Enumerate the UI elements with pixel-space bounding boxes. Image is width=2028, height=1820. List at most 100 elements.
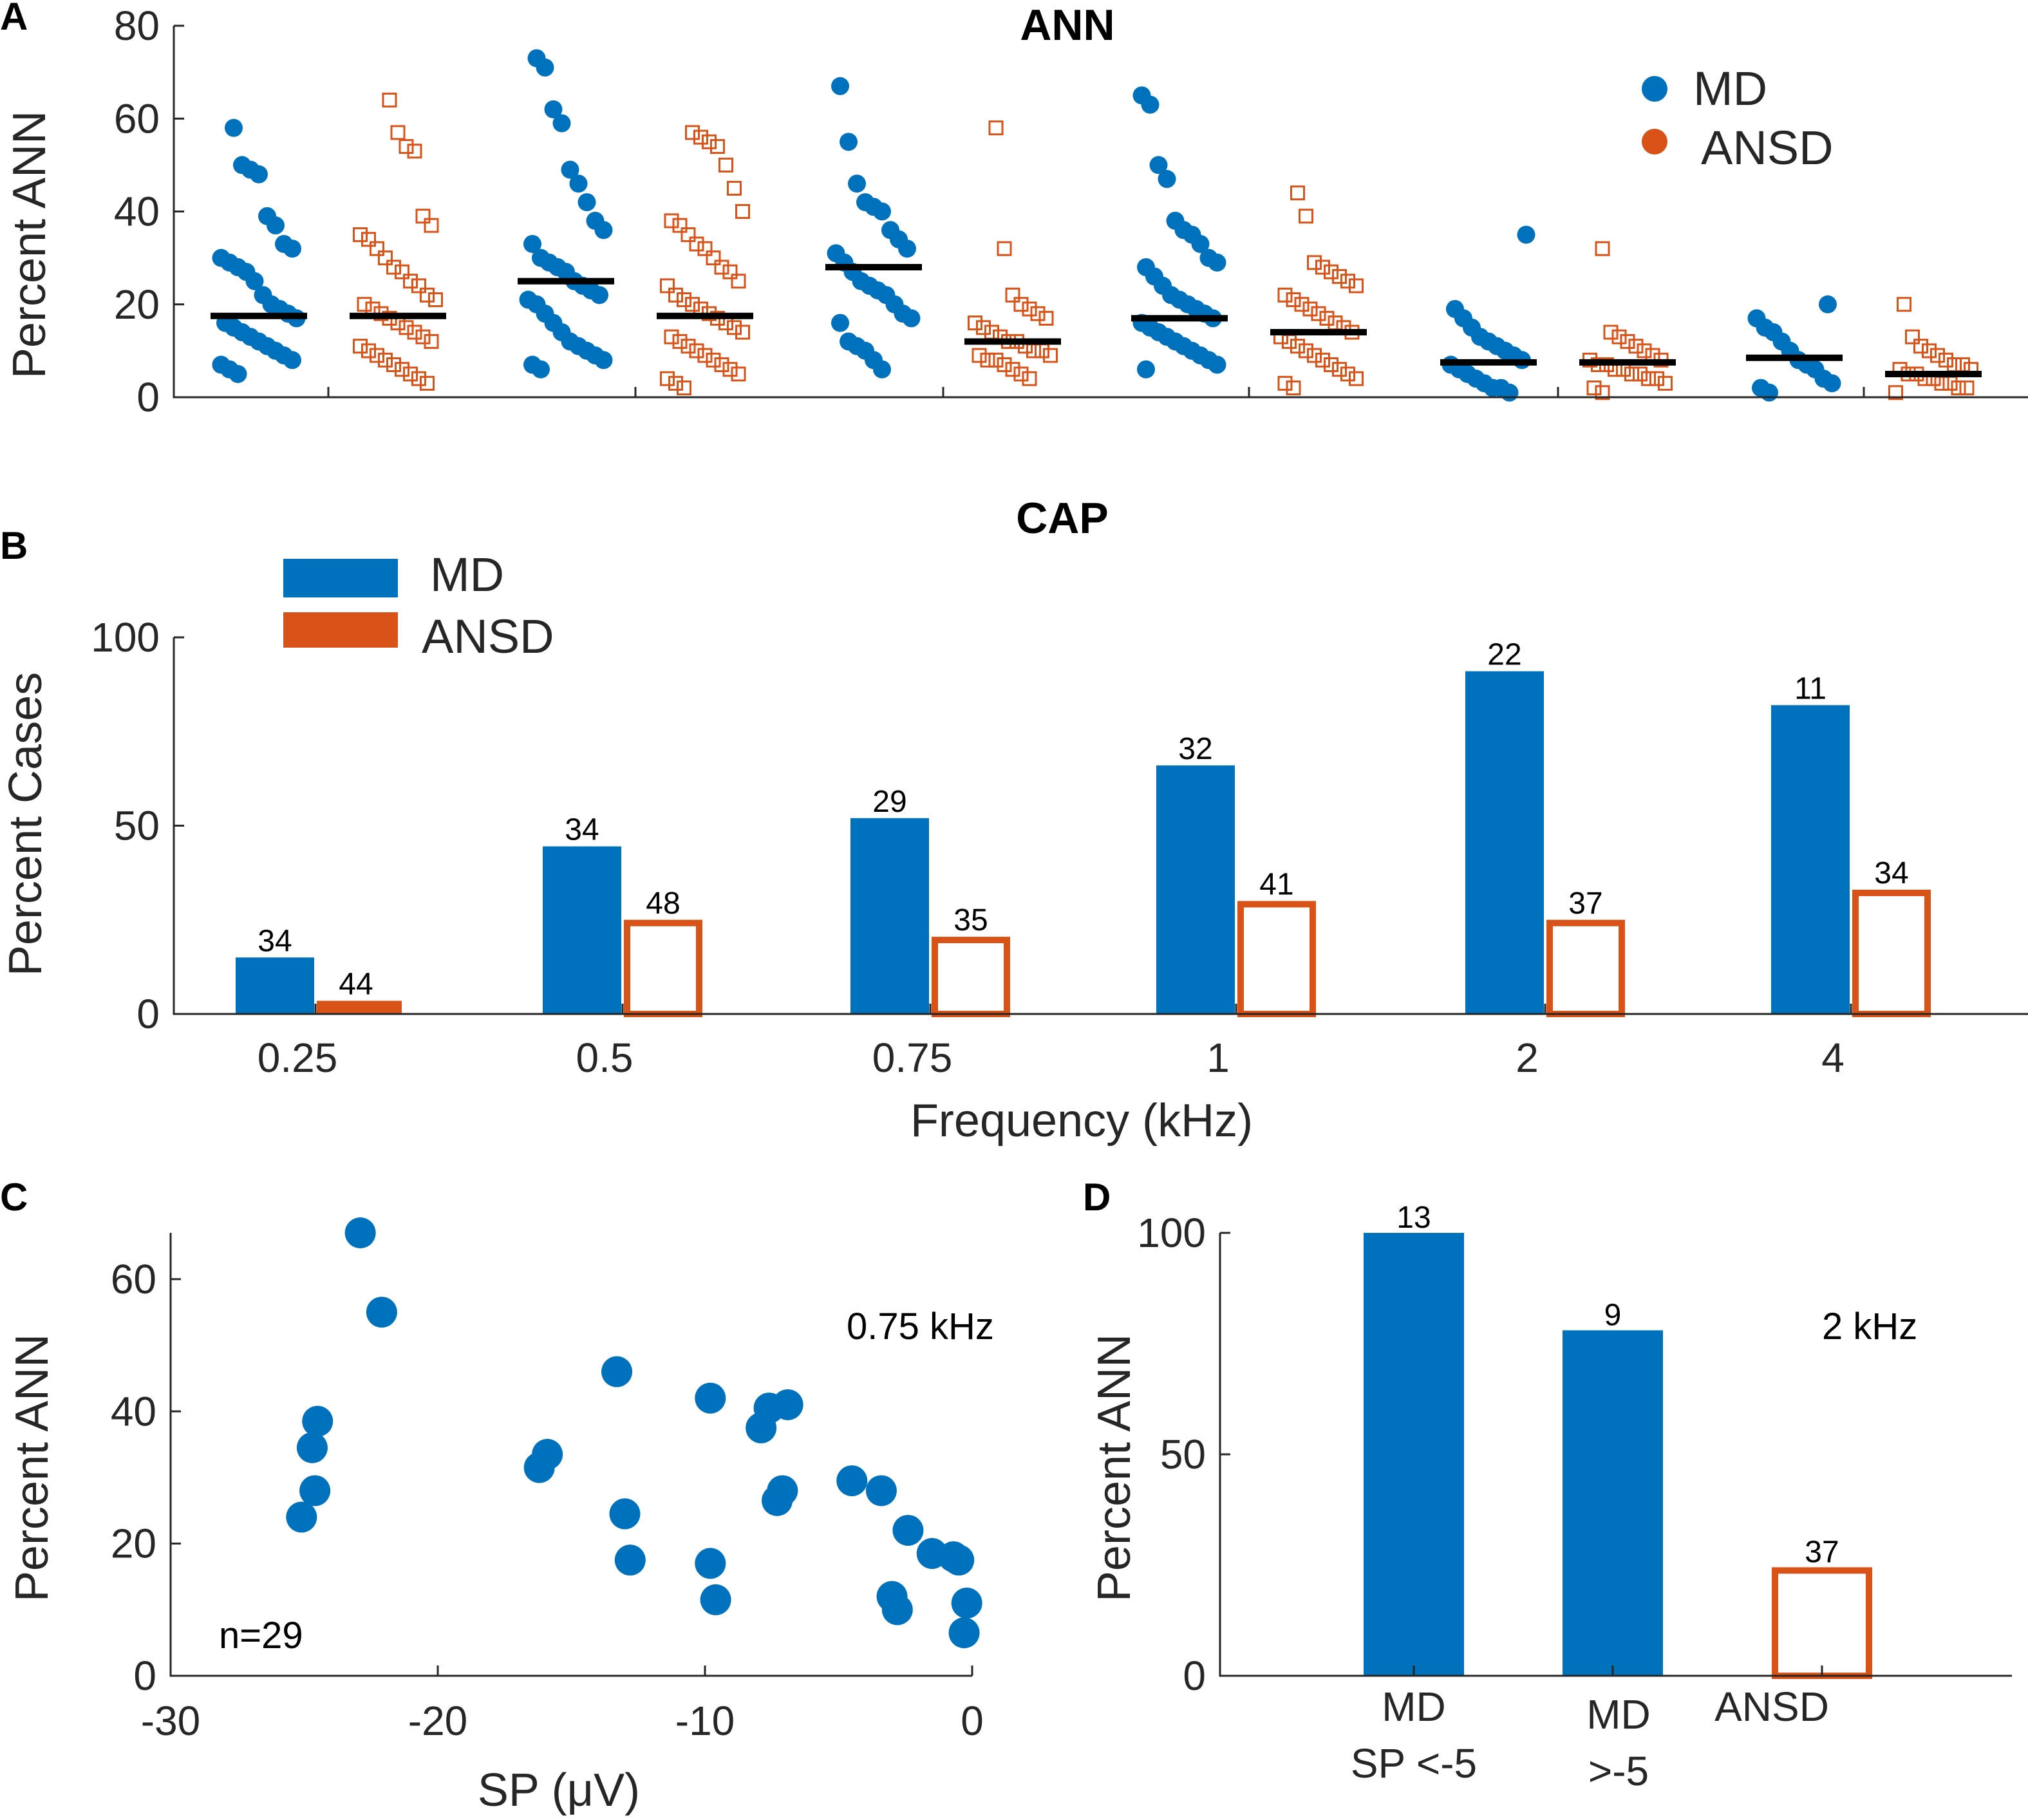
panel-a-md-point: [1819, 295, 1837, 314]
panel-a-ansd-point: [672, 333, 688, 349]
panel-a-legend: MD ANSD: [1642, 62, 1834, 174]
panel-letter-b: B: [0, 524, 28, 567]
legend-md-label: MD: [1693, 62, 1767, 115]
panel-c-point: [695, 1382, 726, 1414]
panel-a-md-point: [873, 360, 891, 379]
panel-d-xtick-label: MD: [1586, 1691, 1651, 1738]
panel-c-point: [767, 1475, 798, 1506]
panel-a-ansd-point: [1286, 380, 1301, 396]
panel-a-ansd-point: [727, 180, 742, 196]
legend-ansd-label: ANSD: [1701, 121, 1834, 174]
panel-c-point: [951, 1588, 982, 1619]
panel-c-frequency-note: 0.75 kHz: [847, 1306, 994, 1347]
panel-a-ytick-label: 20: [114, 281, 160, 328]
panel-c-point: [286, 1501, 317, 1533]
panel-a-ansd-point: [968, 315, 982, 331]
panel-a-ansd-point: [370, 348, 384, 363]
panel-a-ansd-point: [1328, 315, 1343, 331]
panel-a-md-point: [1149, 156, 1168, 174]
panel-a-ansd-point: [395, 362, 409, 377]
panel-a-ytick-label: 40: [114, 189, 160, 235]
panel-a-ansd-point: [1922, 343, 1937, 359]
panel-a-ansd-point: [1633, 366, 1648, 382]
panel-a-md-point: [1137, 360, 1155, 379]
panel-c-xlabel: SP (μV): [478, 1765, 640, 1816]
panel-b-ansd-count-label: 37: [1568, 887, 1602, 921]
panel-a-ansd-point: [378, 352, 393, 368]
panel-a-ansd-point: [980, 352, 995, 368]
panel-b-xtick-label: 4: [1821, 1035, 1845, 1081]
panel-c-point: [772, 1389, 803, 1420]
panel-a-ansd-point: [1603, 324, 1619, 340]
panel-a-md-point: [577, 193, 596, 212]
panel-a-ansd-point: [714, 259, 729, 275]
panel-d-xtick-label: MD: [1382, 1684, 1446, 1730]
panel-letter-d: D: [1083, 1176, 1111, 1219]
panel-a-ansd-point: [420, 375, 435, 391]
panel-c-point: [943, 1544, 975, 1576]
panel-a-ansd-point: [361, 232, 376, 247]
panel-b-ytick-label: 100: [91, 614, 160, 661]
panel-b-md-bar: [850, 818, 929, 1014]
panel-letter-c: C: [0, 1176, 28, 1219]
legend-ansd-marker: [1642, 129, 1667, 155]
panel-a-ansd-point: [1022, 371, 1037, 386]
panel-a-ansd-point: [972, 348, 987, 363]
panel-a-ansd-point: [424, 333, 439, 349]
panel-a-ansd-point: [403, 366, 418, 382]
panel-b-md-count-label: 29: [872, 785, 906, 819]
panel-c-md-points: [286, 1217, 982, 1649]
panel-a-ansd-point: [1939, 352, 1953, 368]
panel-a-ansd-point: [668, 287, 683, 303]
panel-b-md-count-label: 32: [1178, 732, 1212, 766]
panel-c-point: [532, 1439, 563, 1470]
panel-a-ansd-point: [984, 324, 999, 340]
panel-a-md-point: [1500, 383, 1519, 402]
panel-a-ansd-point: [403, 274, 418, 289]
panel-b-md-count-label: 34: [565, 813, 599, 847]
panel-a-ansd-point: [997, 357, 1012, 373]
panel-a-ansd-point: [697, 241, 713, 256]
panel-a-ansd-point: [1628, 339, 1644, 354]
panel-c-xtick-label: 0: [961, 1698, 984, 1744]
panel-a-ansd-point: [660, 278, 675, 294]
panel-a-ansd-point: [1038, 310, 1054, 326]
panel-c-point: [302, 1405, 333, 1437]
panel-a-ansd-point: [411, 371, 426, 386]
panel-b-md-count-label: 11: [1794, 671, 1826, 706]
panel-b-ansd-count-label: 41: [1259, 868, 1293, 902]
panel-a-ansd-point: [1319, 310, 1335, 326]
panel-c-point: [609, 1498, 641, 1530]
panel-b-xtick-label: 1: [1206, 1035, 1230, 1081]
panel-a-ansd-point: [420, 287, 435, 303]
panel-d-xtick-label: ANSD: [1714, 1684, 1829, 1730]
panel-a-md-series: [212, 49, 1841, 402]
panel-b-md-bar: [543, 846, 621, 1014]
panel-a-ansd-point: [1340, 274, 1355, 289]
panel-a-ansd-point: [702, 134, 717, 149]
panel-a-ansd-point: [1282, 333, 1297, 349]
panel-b-md-count-label: 22: [1487, 638, 1521, 672]
panel-a-ansd-point: [1005, 287, 1020, 303]
legend-md-marker: [1642, 76, 1667, 102]
panel-a-ansd-point: [1905, 329, 1920, 344]
panel-a-ansd-point: [1022, 301, 1037, 317]
panel-a-ansd-point: [677, 292, 691, 308]
panel-a-ansd-point: [685, 297, 700, 312]
panel-b-axes: [173, 637, 2028, 1015]
panel-a-ansd-point: [1324, 264, 1338, 279]
panel-b-xtick-label: 0.75: [872, 1035, 953, 1081]
panel-b-legend: MD ANSD: [283, 548, 554, 663]
panel-a-ansd-point: [1332, 362, 1347, 377]
panel-d-frequency-note: 2 kHz: [1822, 1306, 1917, 1347]
panel-a-ansd-point: [731, 366, 746, 382]
panel-b-ytick-label: 0: [136, 991, 160, 1037]
panel-a-ansd-point: [1332, 268, 1347, 284]
panel-a-md-point: [225, 118, 243, 137]
panel-d-ylabel: Percent ANN: [1089, 1334, 1140, 1602]
panel-a-ansd-point: [1942, 375, 1958, 391]
panel-a-md-point: [590, 286, 608, 305]
panel-b-xtick-label: 0.25: [258, 1035, 338, 1081]
panel-a-ansd-point: [668, 375, 683, 391]
panel-a-md-point: [1158, 170, 1176, 189]
